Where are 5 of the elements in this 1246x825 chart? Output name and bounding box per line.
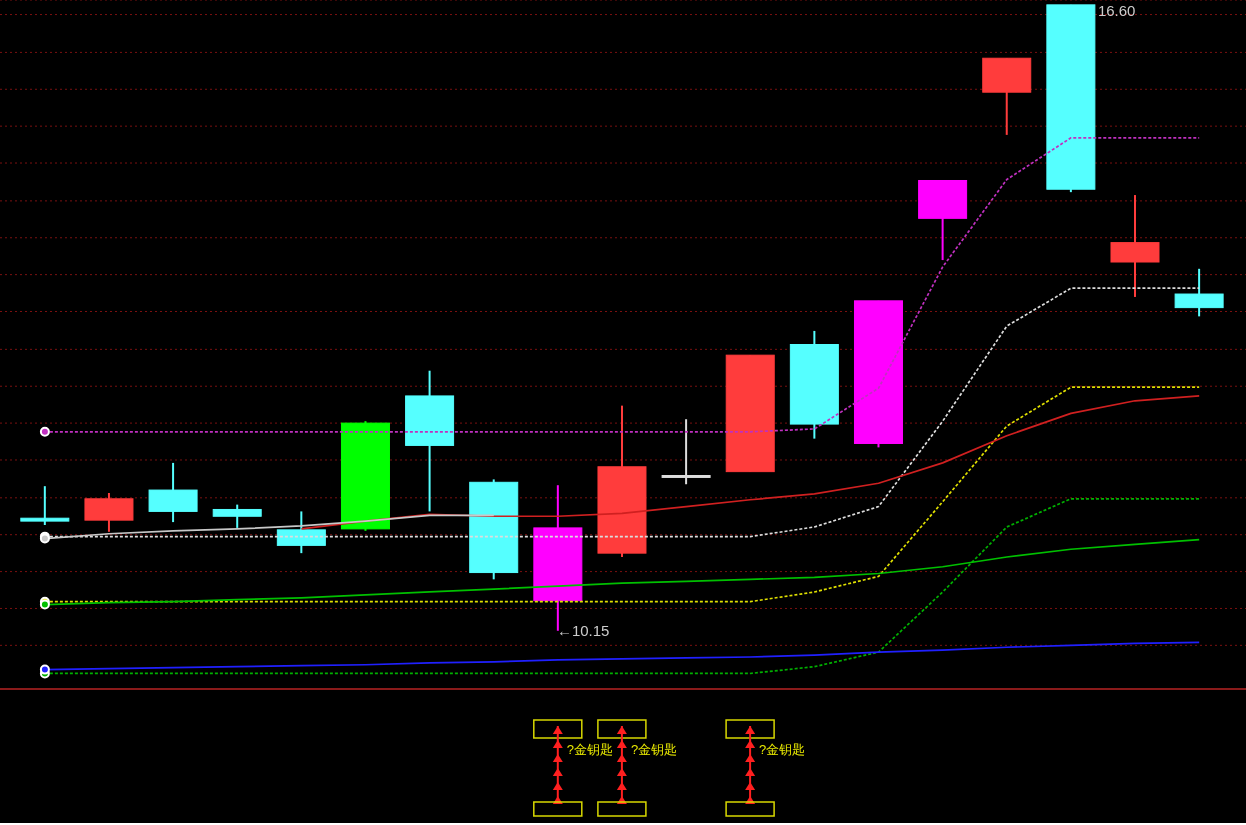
annotation: 16.60 (1097, 2, 1136, 20)
text: ?金钥匙 (566, 742, 614, 757)
text: ?金钥匙 (759, 742, 806, 757)
text: ?金钥匙 (630, 742, 678, 757)
annotation: ←10.15 (556, 622, 610, 640)
